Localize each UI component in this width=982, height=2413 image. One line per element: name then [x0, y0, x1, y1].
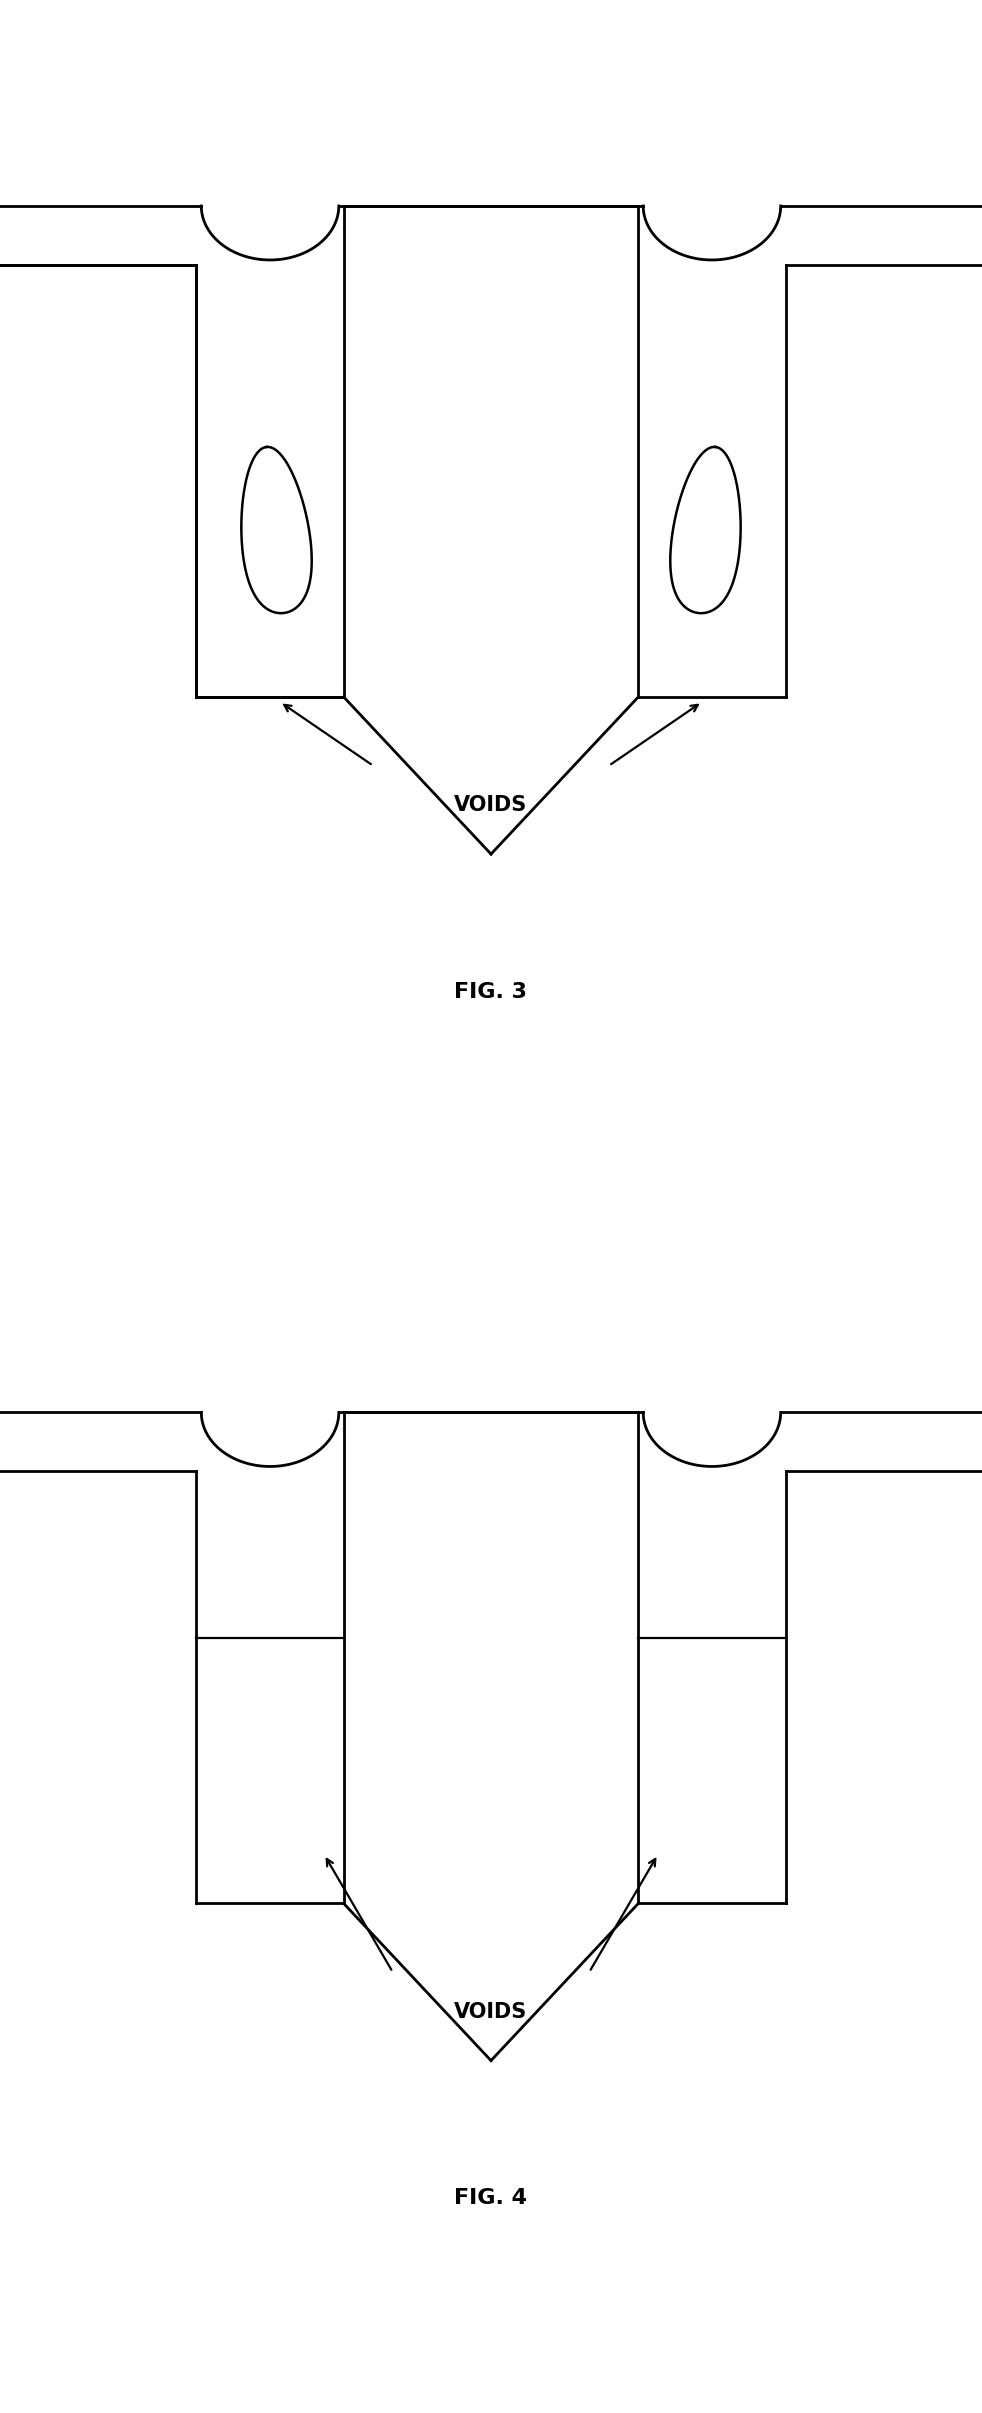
- Text: VOIDS: VOIDS: [455, 2003, 527, 2022]
- Text: VOIDS: VOIDS: [455, 796, 527, 816]
- Text: FIG. 4: FIG. 4: [455, 2189, 527, 2208]
- Text: FIG. 3: FIG. 3: [455, 982, 527, 1001]
